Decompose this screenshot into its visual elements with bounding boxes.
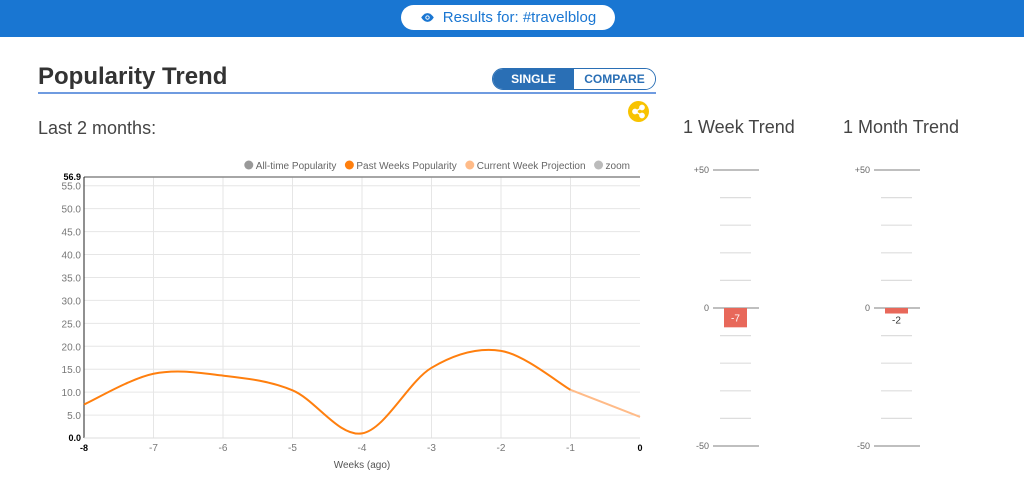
trend-tick-label: +50 bbox=[694, 165, 709, 175]
x-tick-label: -8 bbox=[80, 443, 88, 453]
trend-tick-label: -50 bbox=[857, 441, 870, 451]
trend-tick-label: +50 bbox=[855, 165, 870, 175]
share-button[interactable] bbox=[628, 101, 649, 122]
title-divider bbox=[38, 92, 656, 94]
x-tick-label: -5 bbox=[288, 443, 297, 454]
y-tick-label: 5.0 bbox=[67, 411, 81, 422]
y-tick-label: 20.0 bbox=[62, 342, 82, 353]
x-tick-label: -7 bbox=[149, 443, 158, 454]
x-tick-label: -4 bbox=[358, 443, 367, 454]
series-line bbox=[570, 388, 641, 418]
eye-icon bbox=[421, 13, 434, 22]
legend-label: All-time Popularity bbox=[256, 161, 337, 172]
legend-swatch bbox=[244, 160, 254, 170]
legend-label: Current Week Projection bbox=[477, 161, 586, 172]
x-tick-label: -2 bbox=[497, 443, 506, 454]
series-line bbox=[83, 348, 571, 435]
y-tick-label: 30.0 bbox=[62, 296, 82, 307]
trend-value-label: -2 bbox=[892, 316, 901, 327]
page-title: Popularity Trend bbox=[38, 63, 228, 90]
trend-bar bbox=[885, 308, 908, 314]
y-tick-label: 40.0 bbox=[62, 251, 82, 262]
view-toggle: SINGLE COMPARE bbox=[492, 68, 656, 90]
legend-label: zoom bbox=[606, 161, 630, 172]
legend-label: Past Weeks Popularity bbox=[356, 161, 456, 172]
legend-swatch bbox=[594, 160, 604, 170]
y-tick-label: 15.0 bbox=[62, 365, 82, 376]
trend-bar bbox=[724, 308, 747, 328]
y-tick-label: 45.0 bbox=[62, 228, 82, 239]
x-tick-label: -1 bbox=[566, 443, 575, 454]
compare-toggle-button[interactable]: COMPARE bbox=[574, 69, 655, 89]
top-bar: Results for: #travelblog bbox=[0, 0, 1024, 37]
week-trend-title: 1 Week Trend bbox=[683, 117, 795, 137]
x-tick-label: 0 bbox=[637, 443, 642, 453]
y-tick-label: 25.0 bbox=[62, 319, 82, 330]
share-icon bbox=[632, 104, 645, 119]
x-tick-label: -3 bbox=[427, 443, 436, 454]
legend-swatch bbox=[465, 160, 475, 170]
legend-swatch bbox=[344, 160, 354, 170]
x-tick-label: -6 bbox=[219, 443, 228, 454]
month-trend-title: 1 Month Trend bbox=[843, 117, 960, 137]
results-for-button[interactable]: Results for: #travelblog bbox=[401, 5, 615, 30]
trend-tick-label: -50 bbox=[696, 441, 709, 451]
y-tick-label: 50.0 bbox=[62, 205, 82, 216]
trend-value-label: -7 bbox=[731, 314, 740, 325]
y-tick-label: 55.0 bbox=[62, 182, 82, 193]
y-tick-label: 10.0 bbox=[62, 388, 82, 399]
y-tick-label: 56.9 bbox=[63, 172, 81, 182]
y-tick-label: 35.0 bbox=[62, 273, 82, 284]
trend-tick-label: 0 bbox=[704, 303, 709, 313]
y-tick-label: 0.0 bbox=[68, 433, 81, 443]
results-label: Results for: #travelblog bbox=[442, 9, 597, 26]
single-toggle-button[interactable]: SINGLE bbox=[493, 69, 574, 89]
trend-tick-label: 0 bbox=[865, 303, 870, 313]
chart-subtitle: Last 2 months: bbox=[38, 118, 157, 138]
x-axis-label: Weeks (ago) bbox=[334, 460, 391, 471]
